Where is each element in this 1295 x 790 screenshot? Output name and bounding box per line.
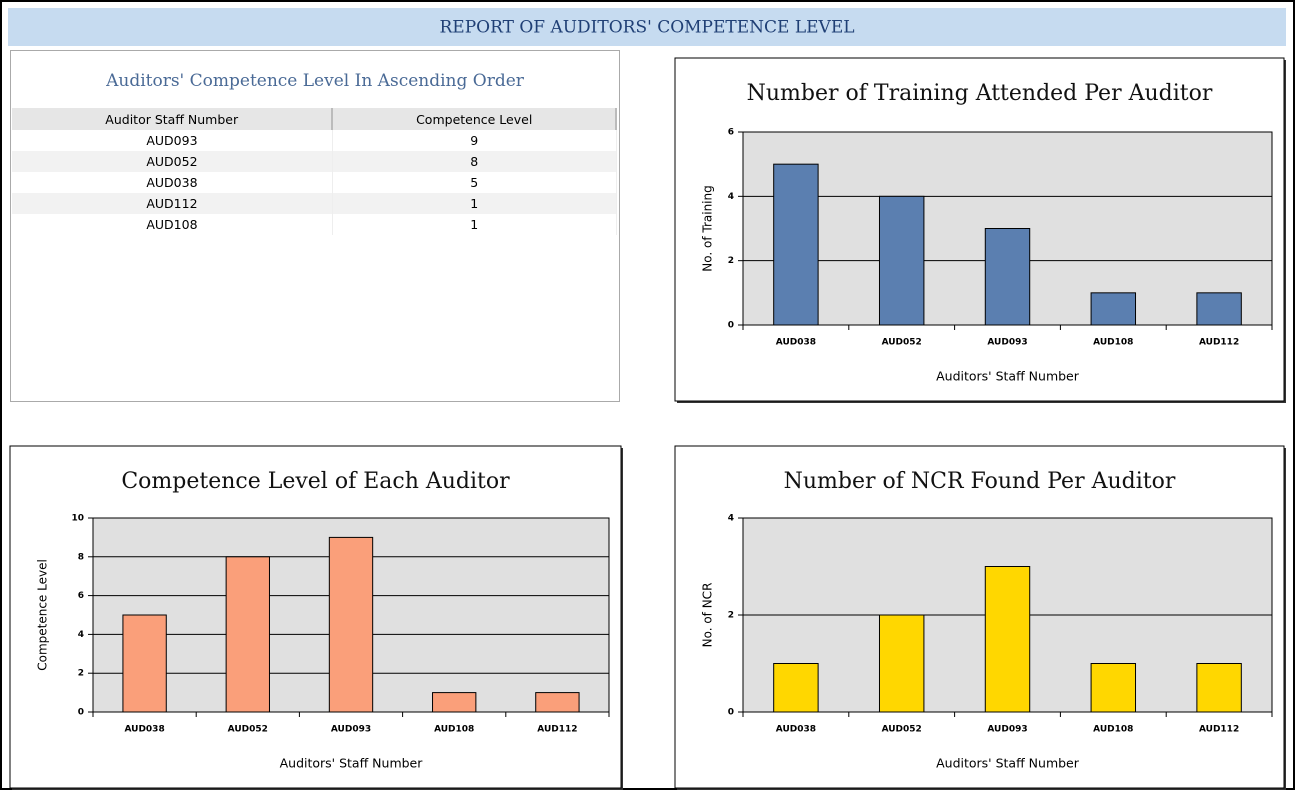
- table-panel: Auditors' Competence Level In Ascending …: [10, 50, 620, 402]
- bar: [878, 195, 925, 326]
- table-cell: AUD108: [12, 214, 333, 235]
- y-tick-label: 6: [728, 128, 734, 138]
- table-cell: 5: [332, 172, 617, 193]
- table-cell: AUD038: [12, 172, 333, 193]
- y-tick-label: 4: [728, 514, 734, 524]
- bar: [535, 692, 580, 713]
- y-tick-label: 10: [71, 514, 84, 524]
- y-tick-label: 2: [728, 611, 734, 621]
- y-tick-label: 2: [728, 256, 734, 266]
- column-header: Competence Level: [332, 108, 617, 130]
- x-tick-label: AUD093: [987, 725, 1027, 735]
- table-cell: 8: [332, 151, 617, 172]
- y-tick-label: 0: [728, 708, 734, 718]
- y-axis-label: No. of NCR: [701, 583, 715, 648]
- x-tick-label: AUD038: [776, 725, 816, 735]
- y-axis-label: No. of Training: [701, 185, 715, 271]
- bar: [773, 663, 819, 713]
- x-tick-label: AUD108: [1093, 338, 1133, 348]
- report-title: REPORT OF AUDITORS' COMPETENCE LEVEL: [439, 18, 854, 38]
- x-tick-label: AUD112: [537, 725, 577, 735]
- bar: [878, 614, 925, 713]
- header-bar: [8, 8, 1286, 46]
- competence-table: Auditor Staff Number Competence Level AUD…: [12, 108, 617, 235]
- table-cell: AUD052: [12, 151, 333, 172]
- x-tick-label: AUD052: [882, 338, 922, 348]
- table-title: Auditors' Competence Level In Ascending …: [106, 71, 524, 91]
- bar: [1196, 663, 1242, 713]
- table-cell: 1: [332, 214, 617, 235]
- y-axis-label: Competence Level: [36, 559, 50, 671]
- table-row: AUD112 1: [12, 193, 617, 214]
- y-tick-label: 2: [78, 669, 84, 679]
- x-axis-label: Auditors' Staff Number: [280, 756, 424, 771]
- y-tick-label: 0: [728, 321, 734, 331]
- bar: [432, 692, 477, 713]
- bar: [773, 163, 819, 326]
- table-cell: AUD112: [12, 193, 333, 214]
- bar: [984, 566, 1031, 713]
- y-tick-label: 4: [728, 192, 734, 202]
- table-header: Auditor Staff Number Competence Level: [12, 108, 617, 130]
- table-row: AUD052 8: [12, 151, 617, 172]
- x-tick-label: AUD108: [434, 725, 474, 735]
- table-cell: 9: [332, 130, 617, 151]
- x-tick-label: AUD038: [776, 338, 816, 348]
- bar: [1090, 663, 1137, 713]
- bar: [328, 536, 374, 713]
- x-tick-label: AUD093: [987, 338, 1027, 348]
- y-tick-label: 4: [78, 630, 84, 640]
- x-tick-label: AUD112: [1199, 725, 1239, 735]
- x-tick-label: AUD108: [1093, 725, 1133, 735]
- x-tick-label: AUD052: [228, 725, 268, 735]
- x-tick-label: AUD052: [882, 725, 922, 735]
- bar: [984, 228, 1031, 326]
- x-axis-label: Auditors' Staff Number: [936, 369, 1080, 384]
- bar: [1196, 292, 1242, 326]
- table-row: AUD108 1: [12, 214, 617, 235]
- table-row: AUD093 9: [12, 130, 617, 151]
- table-cell: 1: [332, 193, 617, 214]
- table-row: AUD038 5: [12, 172, 617, 193]
- y-tick-label: 0: [78, 708, 84, 718]
- chart-title: Number of Training Attended Per Auditor: [747, 81, 1213, 106]
- x-tick-label: AUD112: [1199, 338, 1239, 348]
- column-header: Auditor Staff Number: [12, 108, 334, 130]
- table-cell: AUD093: [12, 130, 333, 151]
- x-tick-label: AUD093: [331, 725, 371, 735]
- bar: [225, 556, 270, 713]
- y-tick-label: 6: [78, 591, 84, 601]
- bar: [122, 614, 167, 713]
- chart-title: Number of NCR Found Per Auditor: [784, 469, 1176, 494]
- y-tick-label: 8: [78, 552, 84, 562]
- x-axis-label: Auditors' Staff Number: [936, 756, 1080, 771]
- x-tick-label: AUD038: [124, 725, 164, 735]
- table-body: AUD093 9 AUD052 8 AUD038 5 AUD112 1 AUD108 1: [12, 130, 617, 235]
- bar: [1090, 292, 1137, 326]
- chart-title: Competence Level of Each Auditor: [121, 469, 510, 494]
